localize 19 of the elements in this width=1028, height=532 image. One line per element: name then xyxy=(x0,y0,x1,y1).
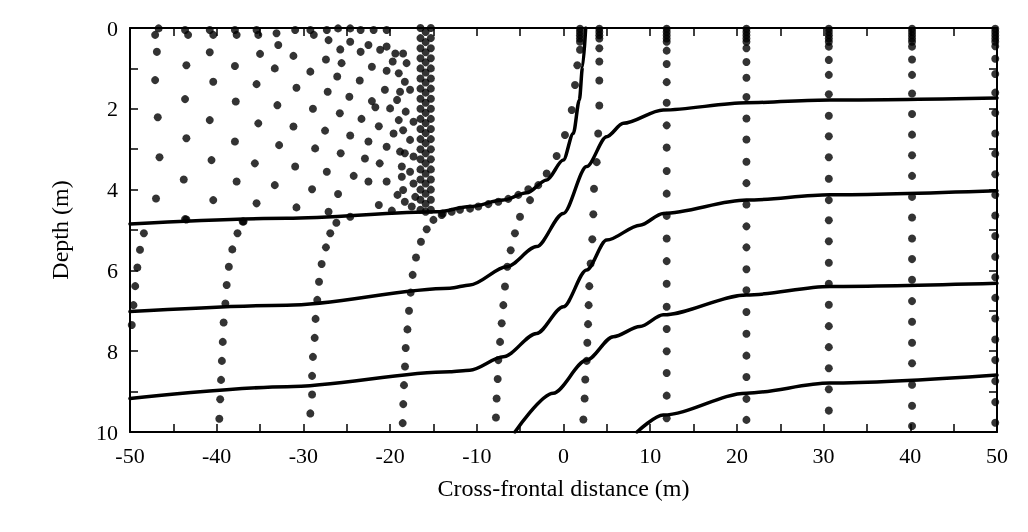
x-tick-label: -20 xyxy=(375,442,405,468)
y-tick-label: 10 xyxy=(96,419,118,445)
x-tick-label: 20 xyxy=(725,442,748,468)
x-tick-label: 10 xyxy=(639,442,662,468)
x-tick-label: 40 xyxy=(899,442,922,468)
y-tick-label: 8 xyxy=(107,338,118,364)
x-tick-label: 0 xyxy=(558,442,569,468)
x-tick-label: -40 xyxy=(202,442,232,468)
x-tick-label: 30 xyxy=(812,442,835,468)
y-tick-label: 2 xyxy=(107,96,118,122)
y-axis-title: Depth (m) xyxy=(47,180,73,280)
x-tick-label: -50 xyxy=(115,442,145,468)
x-tick-label: -10 xyxy=(462,442,492,468)
x-tick-label: 50 xyxy=(986,442,1008,468)
y-tick-label: 4 xyxy=(107,177,118,203)
y-tick-label: 6 xyxy=(107,257,118,283)
y-tick-label: 0 xyxy=(107,15,118,41)
x-tick-label: -30 xyxy=(288,442,319,468)
x-axis-title: Cross-frontal distance (m) xyxy=(437,475,690,501)
